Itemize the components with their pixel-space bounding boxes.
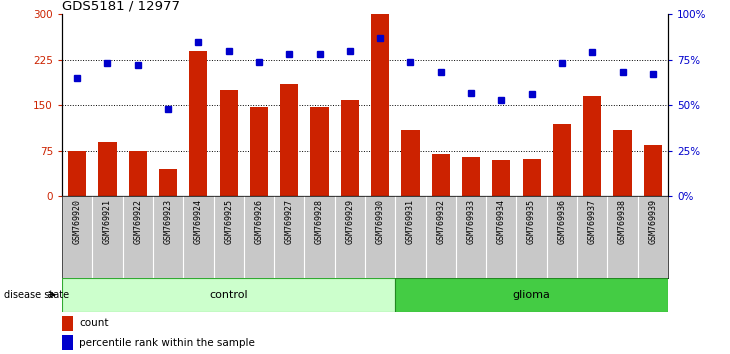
- Text: GSM769924: GSM769924: [194, 199, 203, 244]
- Text: GSM769929: GSM769929: [345, 199, 354, 244]
- Bar: [523, 159, 541, 196]
- Text: GSM769920: GSM769920: [73, 199, 82, 244]
- Text: control: control: [210, 290, 248, 300]
- Text: GDS5181 / 12977: GDS5181 / 12977: [62, 0, 180, 13]
- Bar: [99, 142, 117, 196]
- Bar: [310, 107, 328, 196]
- Bar: [220, 90, 238, 196]
- Bar: [492, 160, 510, 196]
- Text: GSM769930: GSM769930: [376, 199, 385, 244]
- Text: GSM769939: GSM769939: [648, 199, 657, 244]
- Bar: [62, 335, 73, 350]
- Bar: [189, 51, 207, 196]
- Bar: [159, 169, 177, 196]
- Text: GSM769936: GSM769936: [558, 199, 566, 244]
- Text: GSM769932: GSM769932: [437, 199, 445, 244]
- Bar: [402, 130, 420, 196]
- Text: GSM769933: GSM769933: [466, 199, 475, 244]
- Bar: [62, 278, 396, 312]
- Bar: [644, 145, 662, 196]
- Bar: [250, 107, 268, 196]
- Bar: [462, 157, 480, 196]
- Text: GSM769926: GSM769926: [255, 199, 264, 244]
- Text: GSM769925: GSM769925: [224, 199, 233, 244]
- Bar: [68, 151, 86, 196]
- Text: GSM769927: GSM769927: [285, 199, 293, 244]
- Bar: [583, 96, 602, 196]
- Bar: [553, 124, 571, 196]
- Text: GSM769922: GSM769922: [134, 199, 142, 244]
- Text: percentile rank within the sample: percentile rank within the sample: [79, 337, 255, 348]
- Text: GSM769923: GSM769923: [164, 199, 172, 244]
- Bar: [280, 84, 299, 196]
- Text: GSM769934: GSM769934: [497, 199, 506, 244]
- Text: GSM769921: GSM769921: [103, 199, 112, 244]
- Bar: [128, 151, 147, 196]
- Bar: [62, 316, 73, 331]
- Text: count: count: [79, 318, 109, 329]
- Text: GSM769935: GSM769935: [527, 199, 536, 244]
- Text: GSM769928: GSM769928: [315, 199, 324, 244]
- Bar: [396, 278, 668, 312]
- Bar: [613, 130, 631, 196]
- Bar: [371, 14, 389, 196]
- Text: disease state: disease state: [4, 290, 69, 300]
- Text: GSM769937: GSM769937: [588, 199, 596, 244]
- Text: GSM769931: GSM769931: [406, 199, 415, 244]
- Bar: [341, 101, 359, 196]
- Text: GSM769938: GSM769938: [618, 199, 627, 244]
- Text: glioma: glioma: [512, 290, 550, 300]
- Bar: [431, 154, 450, 196]
